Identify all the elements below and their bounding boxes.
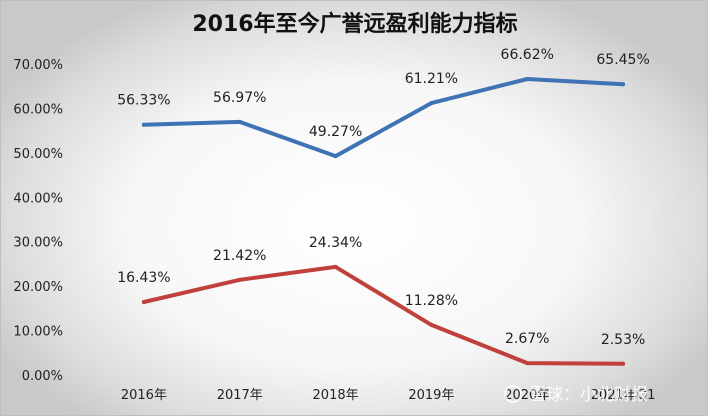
y-tick-label: 30.00% — [13, 236, 63, 251]
x-tick-label: 2016年 — [121, 388, 167, 403]
y-tick-label: 70.00% — [13, 58, 63, 73]
x-tick-label: 2017年 — [217, 388, 263, 403]
y-tick-label: 20.00% — [13, 280, 63, 295]
data-point — [333, 154, 338, 159]
x-axis: 2016年 2017年 2018年 2019年 2020年 2021年Q1 — [121, 388, 656, 403]
data-label: 61.21% — [405, 71, 458, 87]
data-point — [621, 361, 626, 366]
data-point — [429, 322, 434, 327]
y-tick-label: 60.00% — [13, 102, 63, 117]
series-layer: 56.33% 56.97% 49.27% 61.21% 66.62% 65.45% 16.4… — [117, 47, 650, 366]
data-label: 49.27% — [309, 124, 362, 140]
data-point — [429, 101, 434, 106]
x-tick-label: 2020年 — [504, 388, 550, 403]
y-tick-label: 0.00% — [22, 369, 63, 384]
series-line — [141, 264, 626, 366]
data-point — [333, 264, 338, 269]
watermark-text: 雪球：小北财报 — [529, 385, 648, 405]
series-1: 56.33% 56.97% 49.27% 61.21% 66.62% 65.45% — [117, 47, 650, 159]
data-label: 65.45% — [596, 52, 649, 68]
data-point — [141, 122, 146, 127]
y-tick-label: 10.00% — [13, 325, 63, 340]
data-label: 24.34% — [309, 235, 362, 251]
y-tick-label: 50.00% — [13, 147, 63, 162]
data-label: 56.97% — [213, 90, 266, 106]
x-tick-label: 2021年Q1 — [591, 388, 656, 403]
data-point — [621, 82, 626, 87]
data-point — [237, 119, 242, 124]
data-point — [525, 77, 530, 82]
data-label: 21.42% — [213, 248, 266, 264]
data-label: 11.28% — [405, 293, 458, 309]
watermark: 雪球：小北财报 — [504, 385, 648, 405]
data-label: 2.67% — [505, 331, 549, 347]
chart-title: 2016年至今广誉远盈利能力指标 — [192, 11, 517, 37]
x-tick-label: 2018年 — [313, 388, 359, 403]
snowball-logo-icon — [504, 385, 522, 403]
series-line — [141, 77, 626, 159]
y-tick-label: 40.00% — [13, 191, 63, 206]
series-2: 16.43% 21.42% 24.34% 11.28% 2.67% 2.53% — [117, 235, 645, 366]
data-point — [237, 277, 242, 282]
data-point — [525, 361, 530, 366]
data-label: 56.33% — [117, 93, 170, 109]
data-label: 16.43% — [117, 270, 170, 286]
x-tick-label: 2019年 — [408, 388, 454, 403]
data-point — [141, 300, 146, 305]
data-label: 2.53% — [601, 332, 645, 348]
y-axis: 0.00% 10.00% 20.00% 30.00% 40.00% 50.00% 60.00… — [13, 58, 63, 384]
data-label: 66.62% — [501, 47, 554, 63]
